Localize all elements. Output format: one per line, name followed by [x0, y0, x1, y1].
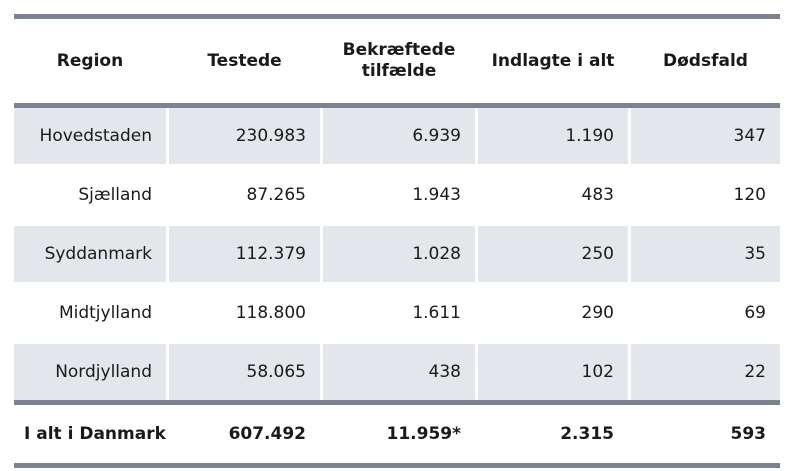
- cell-indlagte: 1.190: [475, 108, 628, 164]
- cell-testede: 112.379: [166, 226, 320, 282]
- cell-indlagte: 290: [475, 285, 628, 341]
- cell-bekraeftede: 1.943: [320, 167, 475, 223]
- cell-region: Hovedstaden: [14, 108, 166, 164]
- cell-testede: 58.065: [166, 344, 320, 400]
- cell-doedsfald: 35: [628, 226, 780, 282]
- cell-testede: 118.800: [166, 285, 320, 341]
- header-indlagte: Indlagte i alt: [475, 50, 628, 72]
- total-doedsfald: 593: [628, 424, 780, 444]
- total-rule: [14, 400, 780, 405]
- header-testede: Testede: [166, 50, 320, 72]
- header-bekraeftede: Bekræftede tilfælde: [320, 40, 475, 82]
- cell-doedsfald: 120: [628, 167, 780, 223]
- table-body: Hovedstaden 230.983 6.939 1.190 347 Sjæl…: [14, 108, 780, 400]
- total-testede: 607.492: [166, 424, 320, 444]
- table-row: Nordjylland 58.065 438 102 22: [14, 341, 780, 400]
- total-row: I alt i Danmark 607.492 11.959* 2.315 59…: [14, 405, 780, 463]
- table-row: Sjælland 87.265 1.943 483 120: [14, 164, 780, 223]
- cell-testede: 87.265: [166, 167, 320, 223]
- cell-region: Midtjylland: [58, 303, 152, 323]
- cell-region: Sjælland: [78, 185, 152, 205]
- cell-testede: 230.983: [166, 108, 320, 164]
- cell-bekraeftede: 1.611: [320, 285, 475, 341]
- cell-bekraeftede: 438: [320, 344, 475, 400]
- cell-region: Syddanmark: [14, 226, 166, 282]
- cell-doedsfald: 22: [628, 344, 780, 400]
- cell-bekraeftede: 1.028: [320, 226, 475, 282]
- header-region: Region: [56, 50, 124, 71]
- covid-region-table: Region Testede Bekræftede tilfælde Indla…: [14, 14, 780, 468]
- top-rule: [14, 14, 780, 19]
- total-indlagte: 2.315: [475, 424, 628, 444]
- total-bekraeftede: 11.959*: [320, 424, 475, 444]
- cell-doedsfald: 347: [628, 108, 780, 164]
- cell-indlagte: 102: [475, 344, 628, 400]
- table-row: Hovedstaden 230.983 6.939 1.190 347: [14, 108, 780, 164]
- table-row: Syddanmark 112.379 1.028 250 35: [14, 223, 780, 282]
- header-bekraeftede-text: Bekræftede tilfælde: [342, 40, 456, 81]
- total-label: I alt i Danmark: [24, 424, 166, 444]
- header-doedsfald: Dødsfald: [628, 50, 780, 72]
- header-rule: [14, 103, 780, 108]
- table-row: Midtjylland 118.800 1.611 290 69: [14, 282, 780, 341]
- bottom-rule: [14, 463, 780, 468]
- table-header: Region Testede Bekræftede tilfælde Indla…: [14, 19, 780, 103]
- cell-bekraeftede: 6.939: [320, 108, 475, 164]
- cell-doedsfald: 69: [628, 285, 780, 341]
- cell-indlagte: 483: [475, 167, 628, 223]
- cell-region: Nordjylland: [14, 344, 166, 400]
- cell-indlagte: 250: [475, 226, 628, 282]
